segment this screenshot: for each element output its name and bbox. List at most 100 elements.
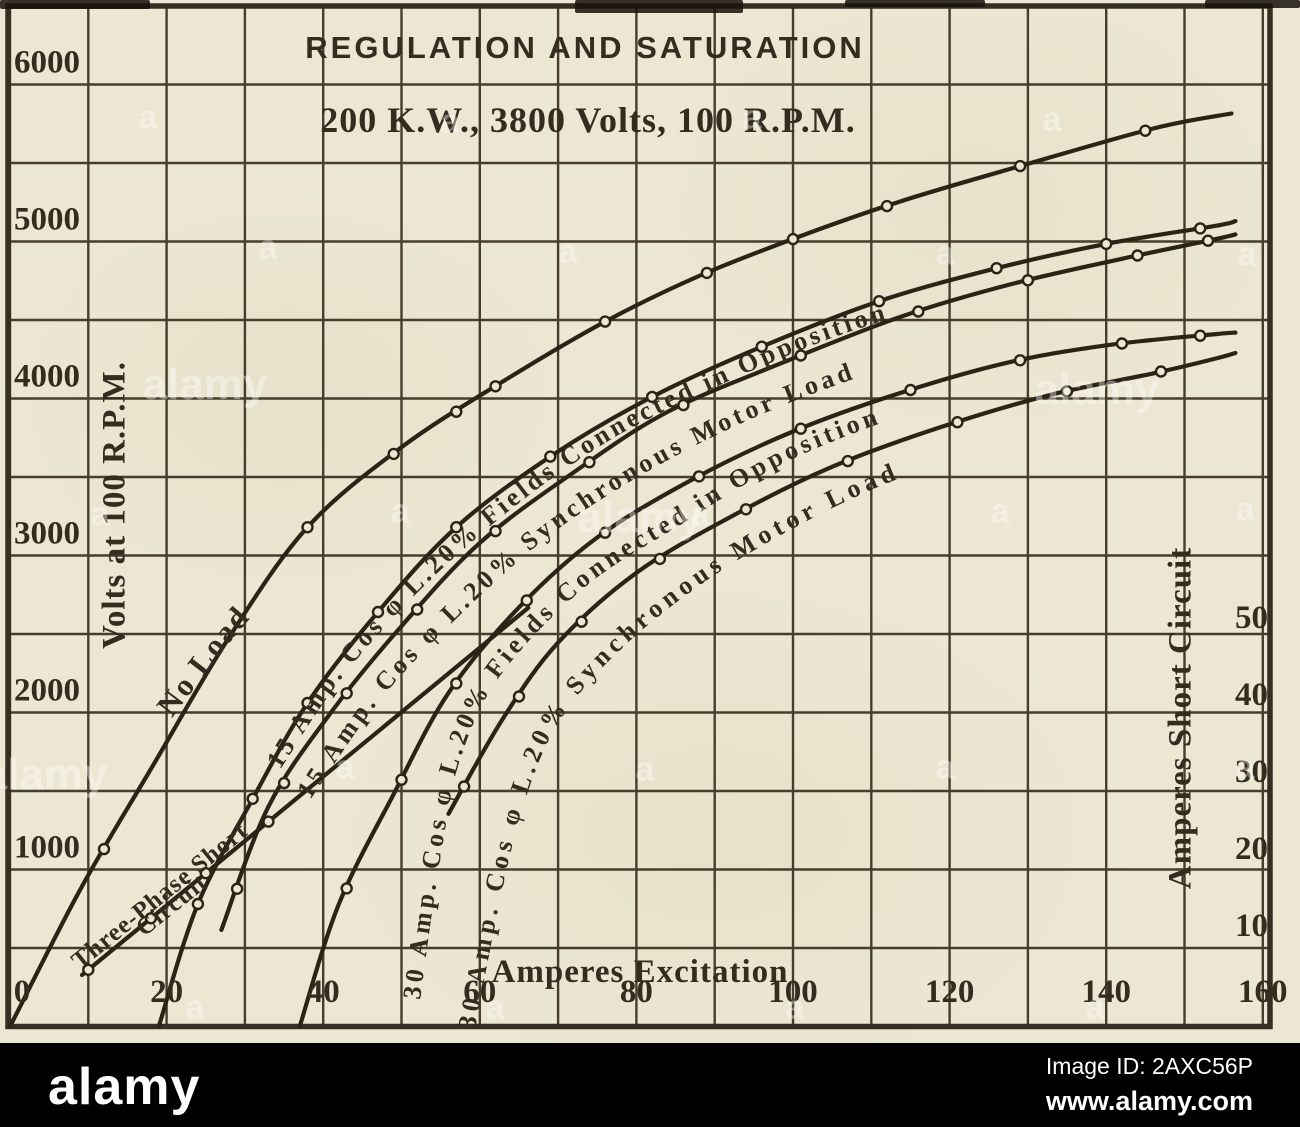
data-point-marker [489, 524, 502, 538]
alamy-url-text: www.alamy.com [1045, 1086, 1253, 1116]
data-point-marker [872, 295, 886, 308]
data-point-marker [411, 603, 424, 616]
data-point-marker [1060, 385, 1074, 398]
data-point-marker [1131, 249, 1144, 262]
scan-artifact [575, 0, 743, 13]
watermark-text: a [1235, 490, 1255, 529]
curve-fields_opp_30 [297, 330, 1238, 1029]
chart-subtitle: 200 K.W., 3800 Volts, 100 R.P.M. [320, 100, 856, 140]
data-point-marker [692, 470, 706, 483]
data-point-marker [544, 450, 557, 463]
data-point-marker [1193, 222, 1207, 235]
data-point-marker [1099, 237, 1113, 251]
watermark-text: a [785, 988, 805, 1027]
curve-no_load [7, 111, 1234, 1029]
watermark-text: a [1237, 235, 1257, 274]
image-id-text: Image ID: 2AXC56P [1045, 1053, 1253, 1079]
data-point-marker [700, 266, 714, 280]
data-point-marker [645, 390, 659, 404]
curve-label: Three-Phase Short [67, 817, 253, 974]
data-point-marker [1115, 337, 1129, 350]
watermark-text: a [690, 495, 710, 534]
data-point-marker [82, 963, 95, 976]
data-point-marker [786, 232, 800, 246]
data-point-marker [990, 262, 1003, 275]
data-point-marker [794, 422, 807, 435]
data-point-marker [512, 690, 526, 703]
y-tick-label-right: 30 [1235, 754, 1268, 790]
y-tick-label-left: 4000 [14, 359, 80, 395]
stock-photo-bottom-bar: alamy Image ID: 2AXC56P www.alamy.com [0, 1043, 1300, 1127]
watermark-text: a [440, 102, 460, 141]
chart-title: REGULATION AND SATURATION [305, 30, 865, 65]
data-point-marker [880, 199, 894, 213]
x-tick-label: 140 [1081, 974, 1131, 1010]
data-point-marker [489, 380, 502, 393]
scan-artifact [1205, 0, 1300, 8]
data-point-marker [340, 882, 353, 895]
watermark-text: a [138, 98, 158, 137]
watermark-text: a [485, 988, 505, 1027]
watermark-text: a [185, 988, 205, 1027]
watermark-text: alamy [142, 360, 268, 409]
y-tick-label-right: 10 [1235, 908, 1268, 944]
data-point-marker [199, 867, 213, 880]
watermark-text: a [390, 492, 410, 531]
watermark-text: alamy [577, 493, 703, 542]
chart-paper: No Load Three-Phase Short Circuit 15 Amp. C… [0, 0, 1300, 1043]
data-point-marker [457, 780, 471, 793]
data-point-marker [755, 340, 768, 353]
data-point-marker [191, 897, 205, 911]
data-point-marker [395, 773, 408, 786]
watermark-text: a [258, 228, 278, 267]
watermark-text: a [558, 232, 578, 271]
data-point-marker [1013, 159, 1027, 173]
y-tick-label-right: 40 [1235, 677, 1268, 713]
watermark-text: a [1042, 100, 1062, 139]
data-point-marker [1139, 124, 1152, 137]
watermark-text: a [935, 748, 955, 787]
data-point-marker [246, 792, 259, 805]
watermark-text: alamy [0, 750, 108, 799]
data-point-marker [1201, 234, 1215, 247]
data-point-marker [144, 912, 158, 925]
scan-artifact [845, 0, 985, 7]
x-tick-label: 0 [14, 974, 31, 1010]
data-point-marker [739, 503, 753, 516]
y-tick-label-right: 50 [1235, 600, 1268, 636]
data-point-marker [1154, 365, 1168, 378]
data-point-marker [262, 815, 275, 828]
axis-tick-labels: 0 20 40 60 80 100 120 140 160 6000 5000 4000 3000 200… [14, 45, 1288, 1011]
data-point-marker [1021, 274, 1035, 287]
right-y-axis-title: Amperes Short Circuit [1162, 546, 1199, 890]
data-point-marker [520, 594, 533, 607]
x-axis-title: Amperes Excitation [491, 954, 789, 990]
watermark-text: a [90, 495, 110, 534]
data-point-marker [904, 383, 917, 397]
curve-label: 30 Amp. Cos φ L.20% Fields Connected in … [397, 401, 884, 1001]
y-tick-label-left: 1000 [14, 830, 80, 866]
x-tick-label: 20 [150, 974, 183, 1010]
data-point-marker [301, 696, 314, 710]
curve-three_phase_sc [79, 605, 531, 978]
data-point-marker [277, 776, 291, 790]
data-point-marker [301, 521, 314, 534]
data-point-marker [97, 842, 111, 856]
data-point-marker [230, 882, 244, 895]
y-tick-label-left: 3000 [14, 516, 80, 552]
y-tick-label-right: 20 [1235, 831, 1268, 867]
y-tick-label-left: 6000 [14, 45, 80, 81]
image-id-block: Image ID: 2AXC56P www.alamy.com [1046, 1053, 1253, 1117]
data-point-marker [912, 305, 925, 318]
data-point-marker [1013, 354, 1027, 367]
data-point-marker [951, 416, 964, 429]
data-point-marker [598, 315, 612, 328]
x-tick-label: 80 [620, 974, 653, 1010]
curve-sync_motor_15 [219, 232, 1238, 932]
watermark-text: a [935, 234, 955, 273]
data-point-marker [794, 349, 807, 362]
watermark-text: a [1085, 988, 1105, 1027]
y-tick-label-left: 2000 [14, 673, 80, 709]
data-point-marker [677, 398, 690, 412]
